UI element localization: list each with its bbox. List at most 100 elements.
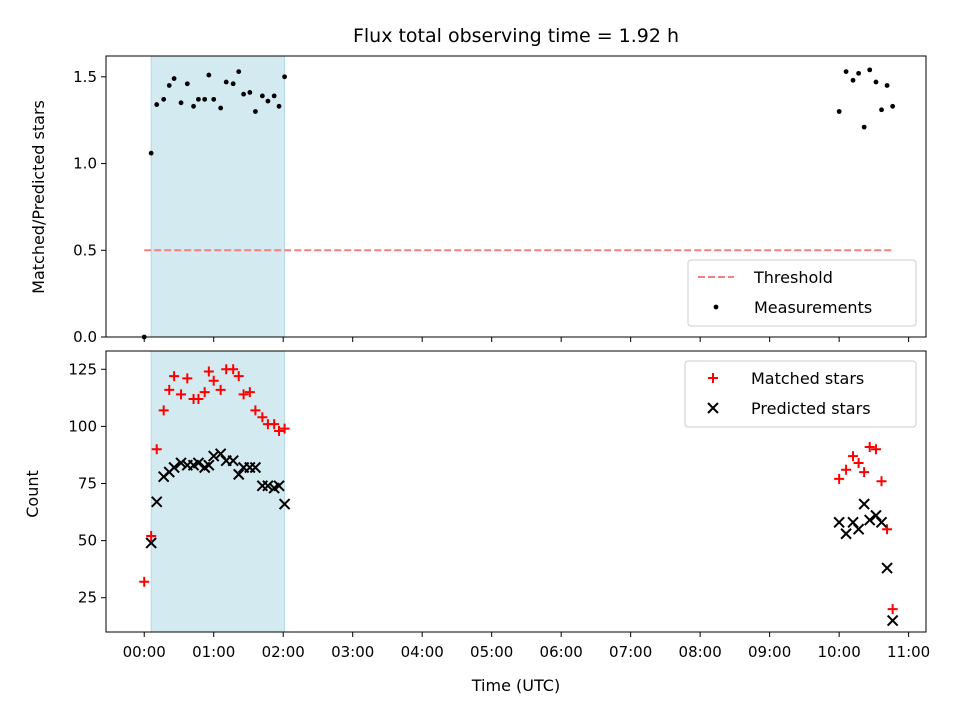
top-y-tick-label: 0.0 <box>73 328 97 346</box>
predicted-star-point <box>881 562 893 574</box>
predicted-star-point <box>852 523 865 535</box>
top-legend-frame <box>687 259 917 327</box>
predicted-star-point <box>249 461 262 474</box>
measurement-point <box>166 83 172 88</box>
x-tick-label: 11:00 <box>887 643 930 661</box>
predicted-star-point <box>262 480 274 492</box>
measurement-point <box>236 69 242 75</box>
predicted-star-point <box>203 459 215 471</box>
measurement-point <box>191 103 196 109</box>
matched-star-point <box>834 473 845 484</box>
predicted-star-point <box>886 614 899 627</box>
top-legend: Threshold Measurements <box>687 259 917 327</box>
matched-star-point <box>887 604 898 615</box>
matched-star-point <box>164 384 175 395</box>
measurement-point <box>850 77 856 83</box>
matched-star-point <box>848 451 859 462</box>
matched-star-point <box>199 387 210 398</box>
top-shaded-region <box>150 55 286 338</box>
x-tick-label: 10:00 <box>818 643 861 661</box>
measurement-point <box>154 102 160 107</box>
measurement-point <box>271 93 277 99</box>
legend-label: Matched stars <box>751 369 864 388</box>
measurement-point <box>253 109 258 114</box>
matched-star-point <box>158 405 169 416</box>
matched-star-point <box>193 393 204 404</box>
matched-star-point <box>274 425 285 436</box>
predicted-star-point <box>840 528 852 540</box>
matched-star-point <box>876 476 887 487</box>
bottom-axes-frame <box>105 350 927 633</box>
predicted-star-point <box>273 480 285 492</box>
bottom-panel: 25 50 75 100 125 00:00 01:00 02:00 03:00 04:00 05:… <box>68 350 930 661</box>
measurement-point <box>230 81 236 87</box>
measurement-point <box>247 90 253 95</box>
x-tick-label: 07:00 <box>609 643 652 661</box>
measurement-point <box>879 107 884 113</box>
measurement-point <box>836 109 842 114</box>
predicted-star-point <box>175 457 187 469</box>
chart-title: Flux total observing time = 1.92 h <box>353 25 679 47</box>
legend-matched-swatch <box>708 373 718 383</box>
legend-label: Measurements <box>754 298 872 317</box>
measurement-point <box>202 96 208 102</box>
matched-star-point <box>215 384 226 395</box>
measurement-point <box>148 150 154 156</box>
matched-star-point <box>169 371 180 382</box>
top-y-tick-label: 1.5 <box>73 68 97 86</box>
matched-star-point <box>182 373 193 384</box>
measurement-point <box>171 76 177 81</box>
legend-label: Predicted stars <box>751 399 871 418</box>
x-tick-label: 00:00 <box>123 643 166 661</box>
predicted-star-point <box>875 516 888 529</box>
x-tick-label: 06:00 <box>540 643 583 661</box>
matched-star-point <box>176 389 187 400</box>
top-y-tick-label: 0.5 <box>73 241 97 259</box>
bottom-legend: Matched stars Predicted stars <box>684 360 917 428</box>
x-tick-label: 08:00 <box>679 643 722 661</box>
matched-star-point <box>208 375 219 386</box>
predicted-star-point <box>168 461 180 474</box>
measurement-point <box>276 103 282 109</box>
matched-star-point <box>203 366 214 377</box>
bottom-y-tick-label: 125 <box>68 360 97 378</box>
measurement-point <box>218 105 224 111</box>
matched-star-point <box>882 524 893 535</box>
measurement-point <box>196 96 201 102</box>
legend-measurements-swatch <box>713 304 719 310</box>
measurement-point <box>873 79 879 85</box>
measurement-point <box>223 79 229 85</box>
bottom-legend-frame <box>684 360 917 428</box>
measurement-point <box>282 74 287 80</box>
predicted-star-point <box>227 454 239 467</box>
legend-label: Threshold <box>753 268 833 287</box>
measurement-point <box>884 83 890 88</box>
matched-star-point <box>269 419 280 430</box>
x-tick-label: 01:00 <box>192 643 235 661</box>
matched-star-point <box>139 576 150 587</box>
measurement-point <box>184 81 190 87</box>
measurement-point <box>211 96 217 102</box>
x-tick-label: 03:00 <box>331 643 374 661</box>
matched-star-point <box>279 423 290 434</box>
bottom-y-tick-label: 100 <box>68 417 97 435</box>
measurement-point <box>867 67 873 73</box>
matched-star-point <box>864 441 875 452</box>
matched-star-point <box>244 387 255 398</box>
matched-star-point <box>257 412 268 423</box>
top-axes-frame <box>105 55 927 338</box>
predicted-star-point <box>864 514 876 526</box>
bottom-shaded-region <box>150 350 286 633</box>
predicted-star-point <box>233 468 245 481</box>
predicted-star-point <box>278 498 291 510</box>
predicted-star-point <box>145 537 157 549</box>
bottom-series-predicted-stars <box>145 448 899 627</box>
x-tick-label: 02:00 <box>262 643 305 661</box>
measurement-point <box>890 103 896 109</box>
measurement-point <box>241 91 246 97</box>
x-tick-label: 04:00 <box>401 643 444 661</box>
matched-star-point <box>853 457 864 468</box>
predicted-star-point <box>208 450 220 462</box>
